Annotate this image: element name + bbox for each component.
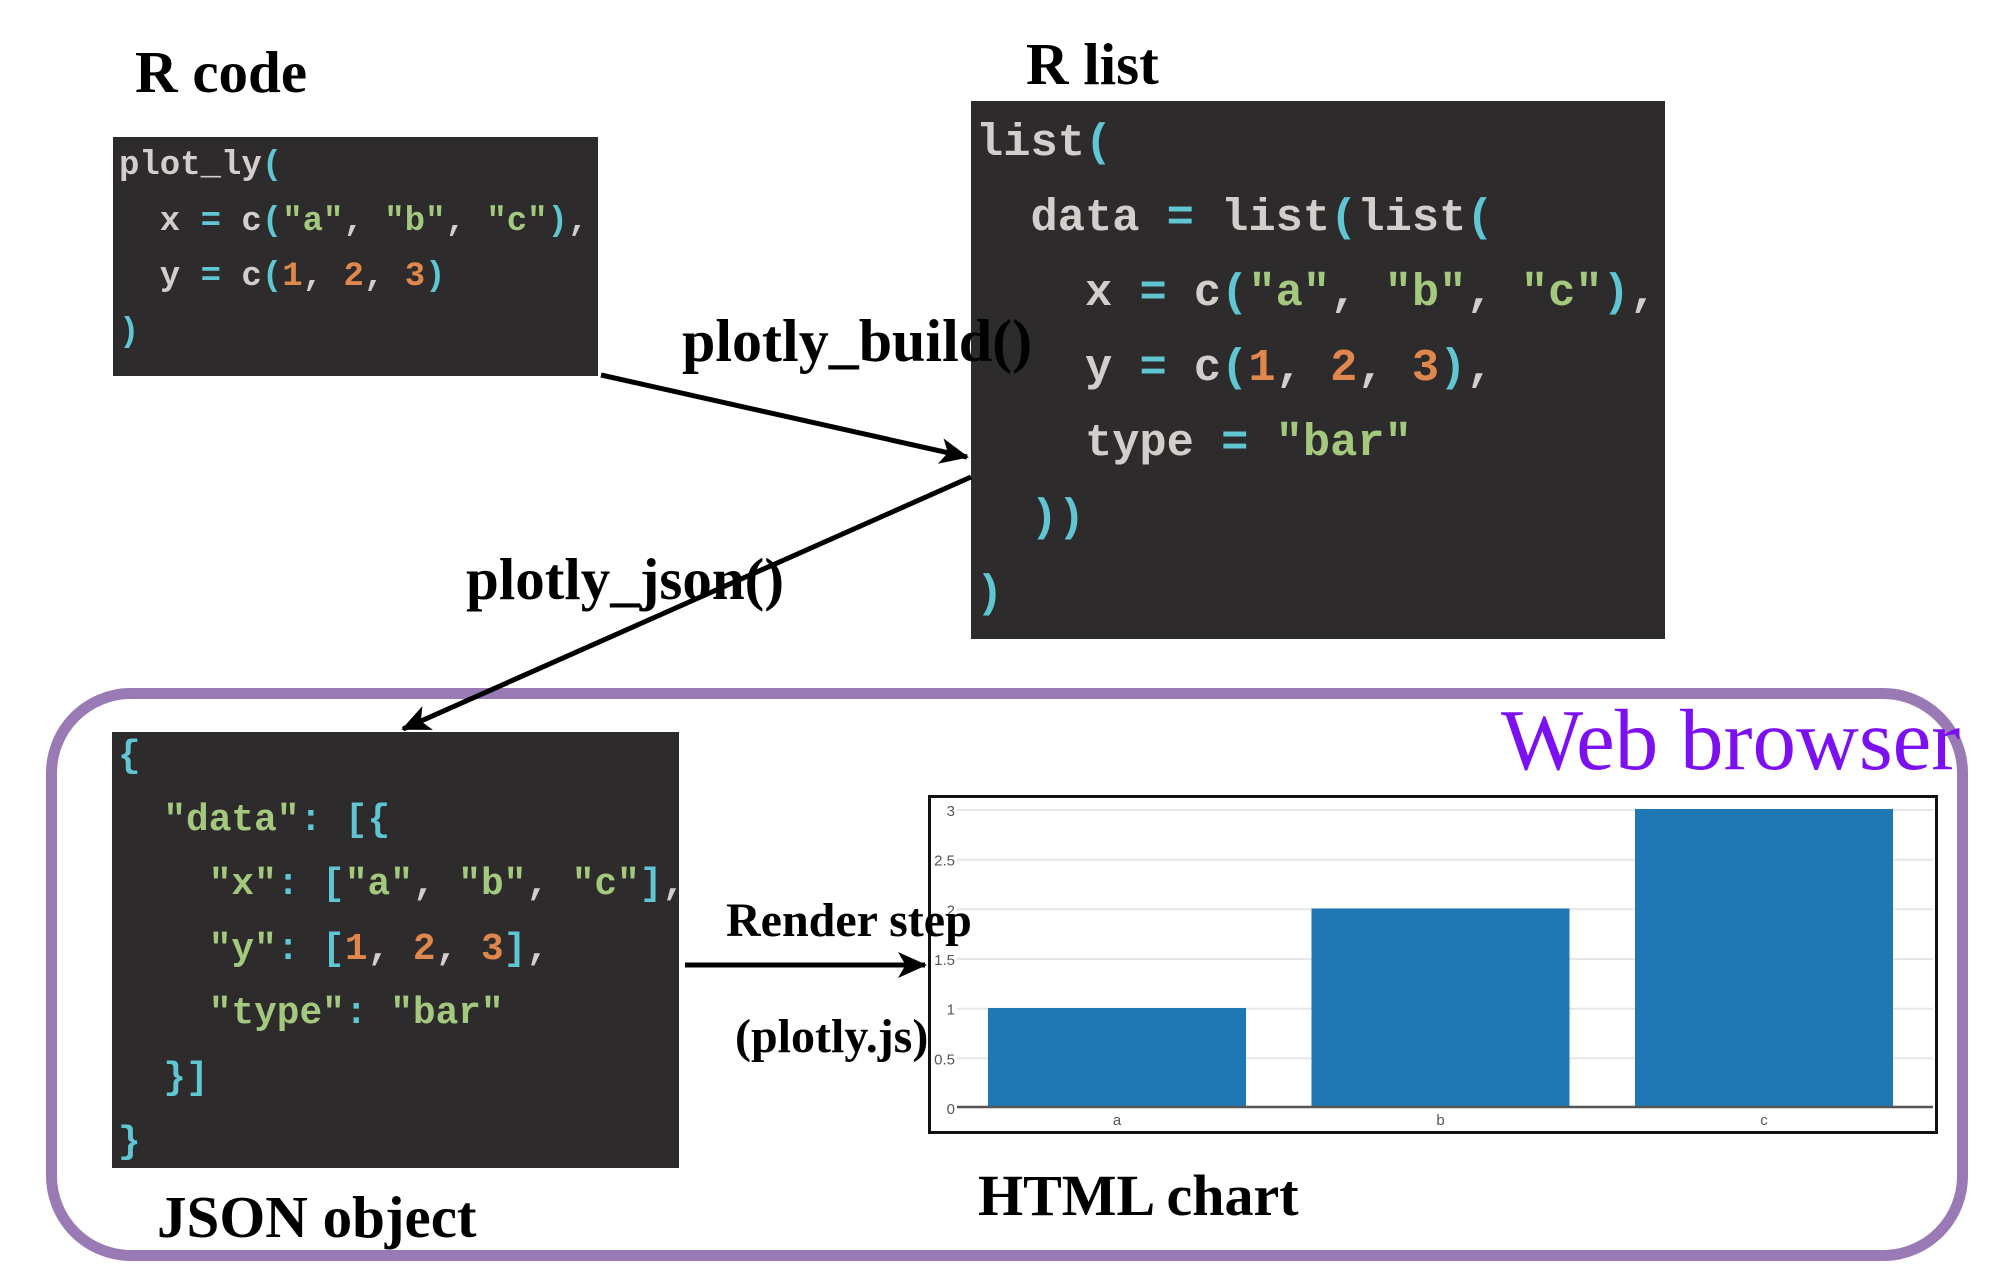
- svg-text:b: b: [1436, 1112, 1444, 1129]
- svg-text:0: 0: [947, 1101, 955, 1118]
- svg-text:1.5: 1.5: [934, 952, 955, 969]
- svg-text:a: a: [1113, 1112, 1122, 1129]
- svg-text:1: 1: [947, 1002, 955, 1019]
- svg-text:2.5: 2.5: [934, 853, 955, 870]
- svg-text:0.5: 0.5: [934, 1051, 955, 1068]
- svg-text:c: c: [1760, 1112, 1768, 1129]
- svg-text:3: 3: [947, 803, 955, 820]
- svg-text:2: 2: [947, 902, 955, 919]
